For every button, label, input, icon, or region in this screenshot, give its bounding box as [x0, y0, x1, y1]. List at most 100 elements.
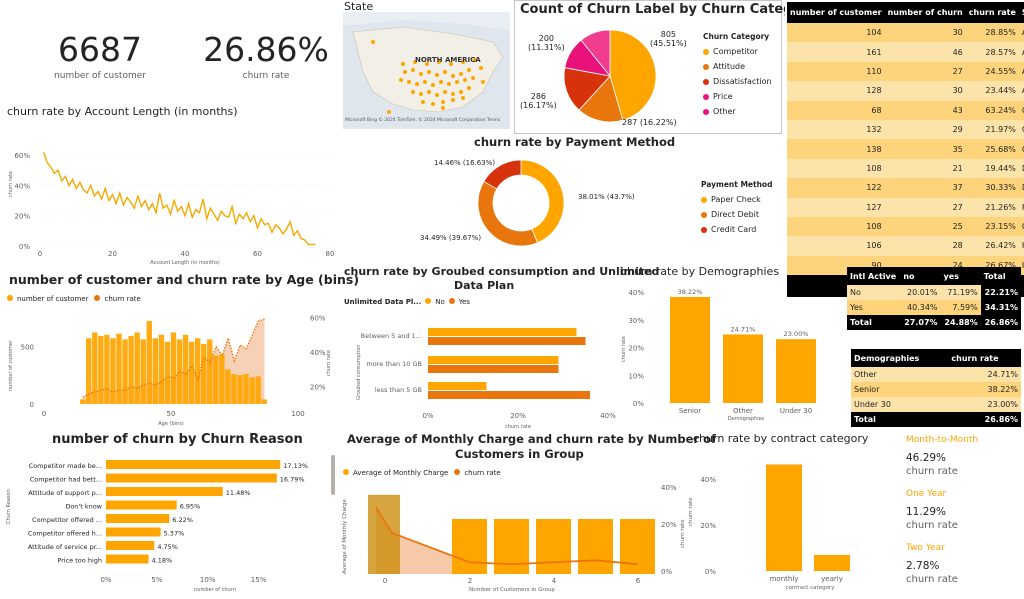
state-dot[interactable]	[371, 40, 375, 44]
state-dot[interactable]	[439, 80, 443, 84]
state-dot[interactable]	[431, 102, 435, 106]
state-dot[interactable]	[419, 72, 423, 76]
table-row[interactable]: 110 27 24.55%AR	[787, 61, 1024, 82]
state-dot[interactable]	[415, 82, 419, 86]
state-dot[interactable]	[451, 74, 455, 78]
table-row[interactable]: 122 37 30.33%DE	[787, 178, 1024, 198]
table-row[interactable]: 106 28 26.42%HI	[787, 236, 1024, 256]
reason-chart[interactable]: Competitor made be... 17.13% Competitor ha…	[0, 454, 336, 599]
state-dot[interactable]	[463, 78, 467, 82]
monthly-chart[interactable]: 0 2 4 6 Number of Customers in Group 40% 20% 0%…	[338, 478, 688, 598]
state-map[interactable]: NORTH AMERICA Microsoft Bing © 2024 TomT…	[343, 12, 510, 129]
state-dot[interactable]	[419, 92, 423, 96]
table-row[interactable]: Yes 40.34% 7.59% 34.31%	[847, 300, 1021, 315]
consumption-chart[interactable]: Between 5 and 1... more than 10 GB less th…	[340, 310, 620, 430]
table-row[interactable]: Under 30 23.00%	[851, 397, 1021, 412]
demographies-table[interactable]: Demographies churn rate Other 24.71% Senior 3…	[851, 349, 1021, 427]
table-cell: Total	[854, 415, 876, 424]
state-dot[interactable]	[459, 90, 463, 94]
state-dot[interactable]	[427, 90, 431, 94]
table-row[interactable]: Senior 38.22%	[851, 382, 1021, 397]
table-row[interactable]: 161 46 28.57%AL	[787, 42, 1024, 62]
state-dot[interactable]	[443, 90, 447, 94]
table-row[interactable]: 132 29 21.97%CO	[787, 119, 1024, 140]
state-dot[interactable]	[425, 62, 429, 66]
legend-item-other[interactable]: Other	[703, 107, 772, 116]
column-header[interactable]: Intl Active	[847, 267, 901, 285]
state-dot[interactable]	[473, 58, 477, 62]
state-dot[interactable]	[451, 92, 455, 96]
account-length-chart[interactable]: 60% 40% 20% 0% 0 20 40 60 80 Account Length (in m…	[0, 118, 338, 270]
legend-item-credit-card[interactable]: Credit Card	[701, 225, 772, 234]
state-dot[interactable]	[459, 72, 463, 76]
column-header[interactable]: churn rate	[965, 2, 1019, 23]
state-dot[interactable]	[411, 90, 415, 94]
table-cell: 68	[871, 105, 882, 115]
state-dot[interactable]	[451, 98, 455, 102]
state-dot[interactable]	[437, 60, 441, 64]
state-dot[interactable]	[435, 93, 439, 97]
x-tick-label: 0	[42, 410, 46, 418]
column-header[interactable]: Total	[980, 267, 1021, 285]
state-dot[interactable]	[407, 80, 411, 84]
table-row[interactable]: 127 27 21.26%FL	[787, 197, 1024, 217]
state-dot[interactable]	[403, 70, 407, 74]
state-dot[interactable]	[467, 68, 471, 72]
state-dot[interactable]	[471, 76, 475, 80]
contract-chart[interactable]: 40% 20% 0% monthly yearly contract category ch…	[688, 446, 896, 598]
state-dot[interactable]	[401, 62, 405, 66]
demographics-chart[interactable]: 40% 30% 20% 10% 0% 38.22% Senior 24.71% Other 23.…	[618, 282, 840, 432]
state-dot[interactable]	[441, 106, 445, 110]
column-header[interactable]: churn rate	[948, 349, 1021, 367]
contract-cards: Month-to-Month 46.29% churn rate One Year 11…	[906, 433, 1016, 595]
legend-item-competitor[interactable]: Competitor	[703, 47, 772, 56]
reason-scrollbar[interactable]	[331, 455, 335, 495]
state-dot[interactable]	[455, 80, 459, 84]
state-dot[interactable]	[431, 83, 435, 87]
state-dot[interactable]	[461, 60, 465, 64]
state-dot[interactable]	[427, 70, 431, 74]
state-dot[interactable]	[461, 96, 465, 100]
state-dot[interactable]	[449, 62, 453, 66]
column-header[interactable]: number of churn	[884, 2, 966, 23]
map-credit: Microsoft Bing © 2024 TomTom, © 2024 Mic…	[345, 118, 501, 123]
state-dot[interactable]	[479, 66, 483, 70]
table-row[interactable]: 138 35 25.68%CT	[787, 139, 1024, 159]
table-row[interactable]: 108 21 19.44%DC	[787, 158, 1024, 179]
table-row[interactable]: 108 25 23.15%GA	[787, 216, 1024, 237]
legend-item-attitude[interactable]: Attitude	[703, 62, 772, 71]
age-bar	[122, 339, 128, 404]
column-header[interactable]: no	[900, 267, 941, 285]
state-dot[interactable]	[481, 80, 485, 84]
legend-item-dissatisfaction[interactable]: Dissatisfaction	[703, 77, 772, 86]
state-dot[interactable]	[413, 60, 417, 64]
legend-item-direct-debit[interactable]: Direct Debit	[701, 210, 772, 219]
table-row[interactable]: Other 24.71%	[851, 367, 1021, 382]
churn-category-pie[interactable]	[560, 26, 660, 126]
column-header[interactable]: State	[1018, 2, 1024, 23]
state-dot[interactable]	[441, 100, 445, 104]
state-dot[interactable]	[443, 70, 447, 74]
table-row[interactable]: 104 30 28.85%AK	[787, 23, 1024, 43]
state-dot[interactable]	[447, 82, 451, 86]
column-header[interactable]: yes	[940, 267, 981, 285]
state-dot[interactable]	[467, 86, 471, 90]
column-header[interactable]: Demographies	[851, 349, 949, 367]
column-header[interactable]: number of customer	[787, 2, 885, 23]
table-row[interactable]: 128 30 23.44%AZ	[787, 81, 1024, 101]
payment-legend-title: Payment Method	[701, 180, 773, 189]
state-dot[interactable]	[387, 110, 391, 114]
table-row[interactable]: No 20.01% 71.19% 22.21%	[847, 285, 1021, 300]
age-chart[interactable]: 500 0 60% 40% 20% 0 50 100 Age (bins) number of c…	[0, 306, 338, 432]
intl-table[interactable]: Intl Active no yes Total No 20.01% 71.19% 22.21…	[847, 267, 1021, 330]
legend-item-price[interactable]: Price	[703, 92, 772, 101]
payment-donut[interactable]	[476, 158, 566, 248]
state-dot[interactable]	[421, 100, 425, 104]
state-dot[interactable]	[411, 68, 415, 72]
state-dot[interactable]	[423, 80, 427, 84]
state-dot[interactable]	[435, 73, 439, 77]
state-dot[interactable]	[399, 78, 403, 82]
legend-item-paper-check[interactable]: Paper Check	[701, 195, 772, 204]
state-table[interactable]: number of customer number of churn churn r…	[787, 2, 1024, 298]
table-row[interactable]: 68 43 63.24%CA	[787, 100, 1024, 120]
